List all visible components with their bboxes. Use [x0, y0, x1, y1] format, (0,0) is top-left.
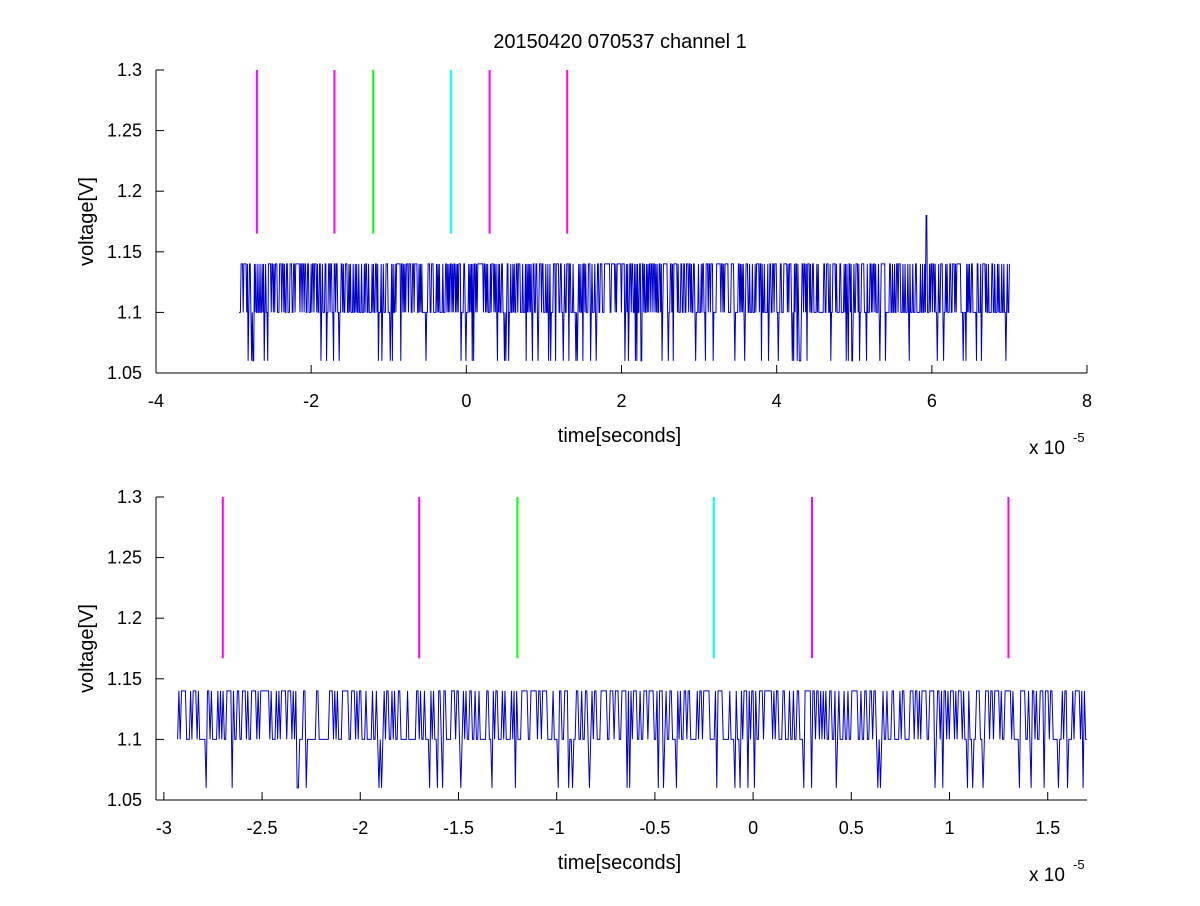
- y-tick-label: 1.05: [107, 790, 142, 810]
- subplot-1: 1.05 1.1 1.15 1.2 1.25 1.3 -4 -2 0 2 4 6 8 time[secon…: [76, 60, 1092, 459]
- y-tick-label: 1.1: [117, 729, 142, 749]
- x-tick-label: -1.5: [443, 818, 474, 838]
- y-tick-label: 1.15: [107, 242, 142, 262]
- x-tick-label: -2: [352, 818, 368, 838]
- y-axis-label: voltage[V]: [76, 604, 98, 693]
- x-tick-label: 4: [772, 391, 782, 411]
- x-multiplier-exponent: -5: [1073, 857, 1085, 872]
- x-tick-label: 8: [1082, 391, 1092, 411]
- x-tick-label: 0.5: [839, 818, 864, 838]
- y-tick-label: 1.2: [117, 181, 142, 201]
- subplot-2: 1.05 1.1 1.15 1.2 1.25 1.3 -3 -2.5 -2 -1.5 -1 -0.5 0…: [76, 487, 1087, 886]
- x-tick-label: -3: [156, 818, 172, 838]
- y-tick-label: 1.2: [117, 608, 142, 628]
- x-tick-label: 6: [927, 391, 937, 411]
- x-multiplier-exponent: -5: [1073, 430, 1085, 445]
- signal-trace: [239, 214, 1010, 362]
- y-tick-label: 1.3: [117, 487, 142, 507]
- x-multiplier-label: x 10: [1029, 865, 1065, 886]
- y-tick-label: 1.3: [117, 60, 142, 80]
- x-tick-label: 0: [461, 391, 471, 411]
- y-tick-label: 1.15: [107, 669, 142, 689]
- y-tick-label: 1.25: [107, 121, 142, 141]
- x-tick-label: 2: [616, 391, 626, 411]
- y-axis-label: voltage[V]: [76, 177, 98, 266]
- figure-title: 20150420 070537 channel 1: [493, 31, 747, 53]
- signal-trace: [177, 690, 1087, 789]
- y-tick-label: 1.1: [117, 302, 142, 322]
- x-tick-label: 1: [945, 818, 955, 838]
- x-tick-label: 1.5: [1035, 818, 1060, 838]
- x-axis-label: time[seconds]: [558, 852, 681, 874]
- x-multiplier-label: x 10: [1029, 438, 1065, 459]
- x-tick-label: -1: [549, 818, 565, 838]
- x-tick-label: -4: [148, 391, 164, 411]
- y-tick-label: 1.05: [107, 363, 142, 383]
- plots-layer: 1.05 1.1 1.15 1.2 1.25 1.3 -4 -2 0 2 4 6 8 time[secon…: [76, 60, 1092, 886]
- x-tick-label: 0: [748, 818, 758, 838]
- x-axis-label: time[seconds]: [558, 425, 681, 447]
- x-tick-label: -2: [303, 391, 319, 411]
- y-tick-label: 1.25: [107, 548, 142, 568]
- x-tick-label: -0.5: [639, 818, 670, 838]
- x-tick-label: -2.5: [247, 818, 278, 838]
